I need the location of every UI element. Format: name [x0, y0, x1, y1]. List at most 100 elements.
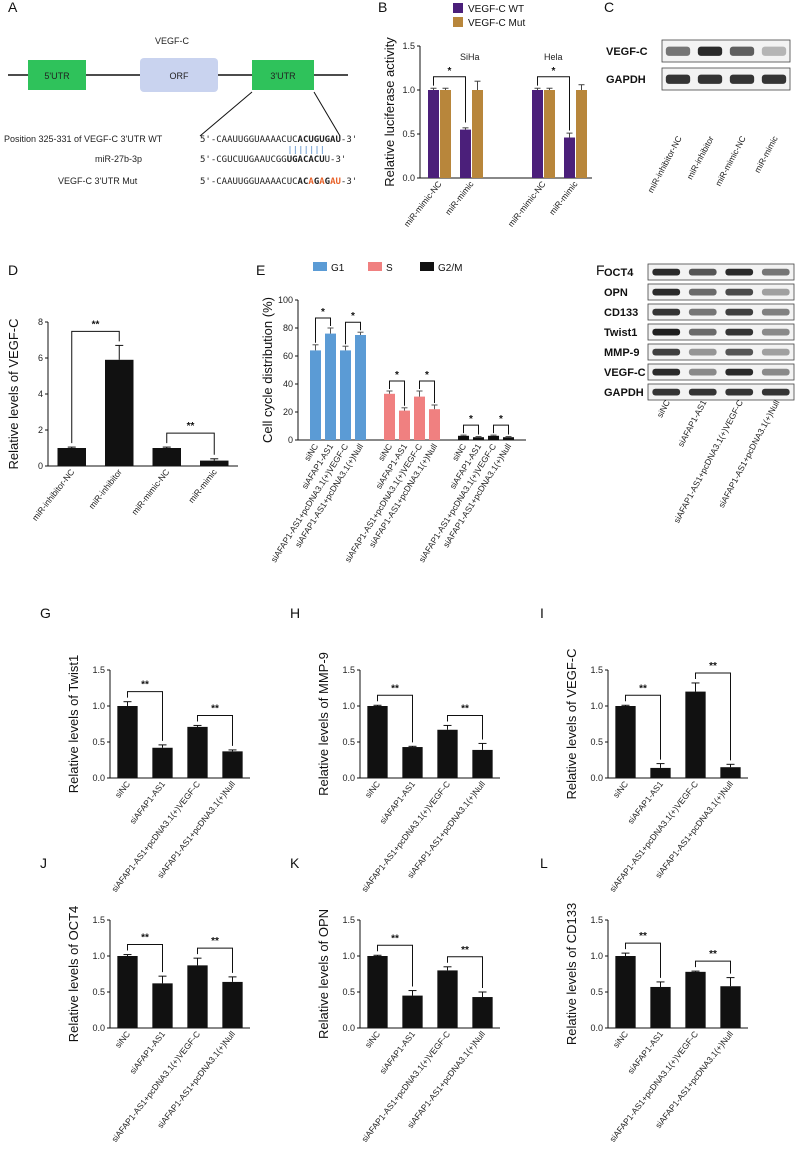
y-tick-label: 1.5 — [402, 41, 415, 51]
y-tick-label: 1.0 — [92, 951, 105, 961]
y-tick-label: 1.5 — [92, 665, 105, 675]
blot-strip — [647, 383, 795, 401]
seq-seed: UGACACU — [287, 155, 325, 165]
y-axis-label: Relative levels of OCT4 — [66, 906, 81, 1043]
legend-label: S — [386, 263, 393, 274]
seq-seed: ACUGUGAU — [298, 135, 341, 145]
lane-label: miR-inhibitor-NC — [645, 134, 683, 194]
y-tick-label: 80 — [283, 323, 293, 333]
blot-band — [725, 308, 754, 316]
blot-band — [688, 268, 717, 276]
bar — [720, 767, 741, 778]
y-tick-label: 2 — [38, 425, 43, 435]
panel-label-h: H — [290, 605, 300, 621]
panel-label-f: F — [596, 262, 605, 278]
significance-label: ** — [639, 931, 647, 942]
blot-band — [761, 328, 790, 336]
bar — [458, 435, 469, 440]
x-tick-label: miR-mimic — [547, 178, 580, 216]
significance-label: ** — [391, 933, 399, 944]
significance-label: ** — [461, 945, 469, 956]
bar — [187, 726, 208, 778]
significance-label: ** — [709, 949, 717, 960]
blot-strip — [647, 303, 795, 321]
significance-label: * — [499, 414, 503, 425]
y-tick-label: 0.0 — [590, 773, 603, 783]
significance-label: ** — [639, 683, 647, 694]
x-tick-label: miR-mimic-NC — [129, 467, 171, 517]
y-tick-label: 0.5 — [342, 737, 355, 747]
significance-bracket — [537, 76, 570, 131]
utr3-box — [252, 60, 314, 90]
blot-band — [725, 268, 754, 276]
blot-band — [688, 368, 717, 376]
bar — [402, 995, 423, 1028]
blot-band — [652, 328, 681, 336]
y-tick-label: 1.0 — [342, 951, 355, 961]
y-tick-label: 4 — [38, 389, 43, 399]
chart-l: 0.0 0.5 1.0 1.5 Relative levels of CD133 siNC… — [564, 903, 748, 1144]
blot-strip — [647, 283, 795, 301]
x-tick-label: siAFAP1-AS1 — [625, 779, 665, 826]
significance-label: ** — [391, 683, 399, 694]
blot-strip — [647, 363, 795, 381]
lane-label: miR-mimic-NC — [713, 134, 748, 187]
bar — [152, 448, 181, 466]
significance-bracket — [166, 432, 215, 455]
significance-bracket — [433, 76, 466, 123]
bar — [650, 986, 671, 1028]
blot-strip — [661, 67, 791, 91]
bar — [367, 706, 388, 778]
significance-bracket — [695, 960, 731, 974]
bar — [200, 460, 229, 466]
zoom-line — [199, 91, 253, 137]
seq-part: 5'-CAAUUGGUAAAACUC — [200, 177, 298, 187]
significance-bracket — [419, 380, 435, 403]
significance-bracket — [377, 694, 413, 743]
blot-band — [761, 388, 790, 396]
bar — [222, 751, 243, 778]
blot-band — [725, 288, 754, 296]
bar — [105, 359, 134, 466]
panel-label-i: I — [540, 605, 544, 621]
blot-label: VEGF-C — [604, 367, 646, 379]
y-tick-label: 0.0 — [342, 1023, 355, 1033]
x-tick-label: siNC — [611, 1029, 630, 1050]
zoom-line — [313, 91, 341, 137]
significance-label: ** — [187, 421, 195, 432]
blot-band — [688, 348, 717, 356]
y-tick-label: 0.0 — [92, 1023, 105, 1033]
legend-label: VEGF-C Mut — [468, 18, 525, 29]
y-axis-label: Relative levels of OPN — [316, 909, 331, 1039]
blot-band — [725, 348, 754, 356]
bar — [402, 747, 423, 778]
bar — [488, 435, 499, 440]
y-tick-label: 1.0 — [590, 951, 603, 961]
y-tick-label: 1.0 — [92, 701, 105, 711]
bar — [340, 350, 351, 440]
significance-label: * — [351, 311, 355, 322]
blot-strip — [661, 39, 791, 63]
legend-swatch — [313, 262, 327, 271]
y-tick-label: 0.0 — [92, 773, 105, 783]
significance-label: ** — [461, 703, 469, 714]
bar — [720, 986, 741, 1028]
bar — [473, 437, 484, 440]
significance-bracket — [315, 317, 331, 343]
blot-band — [652, 368, 681, 376]
blot-band — [652, 268, 681, 276]
y-tick-label: 1.0 — [342, 701, 355, 711]
bar — [685, 691, 706, 778]
y-tick-label: 1.5 — [92, 915, 105, 925]
y-tick-label: 0.5 — [590, 737, 603, 747]
y-tick-label: 0.5 — [590, 987, 603, 997]
panel-label-j: J — [40, 855, 47, 871]
significance-label: ** — [211, 703, 219, 714]
significance-label: * — [395, 370, 399, 381]
blot-band — [652, 388, 681, 396]
legend-label: G2/M — [438, 263, 462, 274]
blot-label: OPN — [604, 287, 628, 299]
x-tick-label: miR-mimic-NC — [402, 179, 444, 229]
